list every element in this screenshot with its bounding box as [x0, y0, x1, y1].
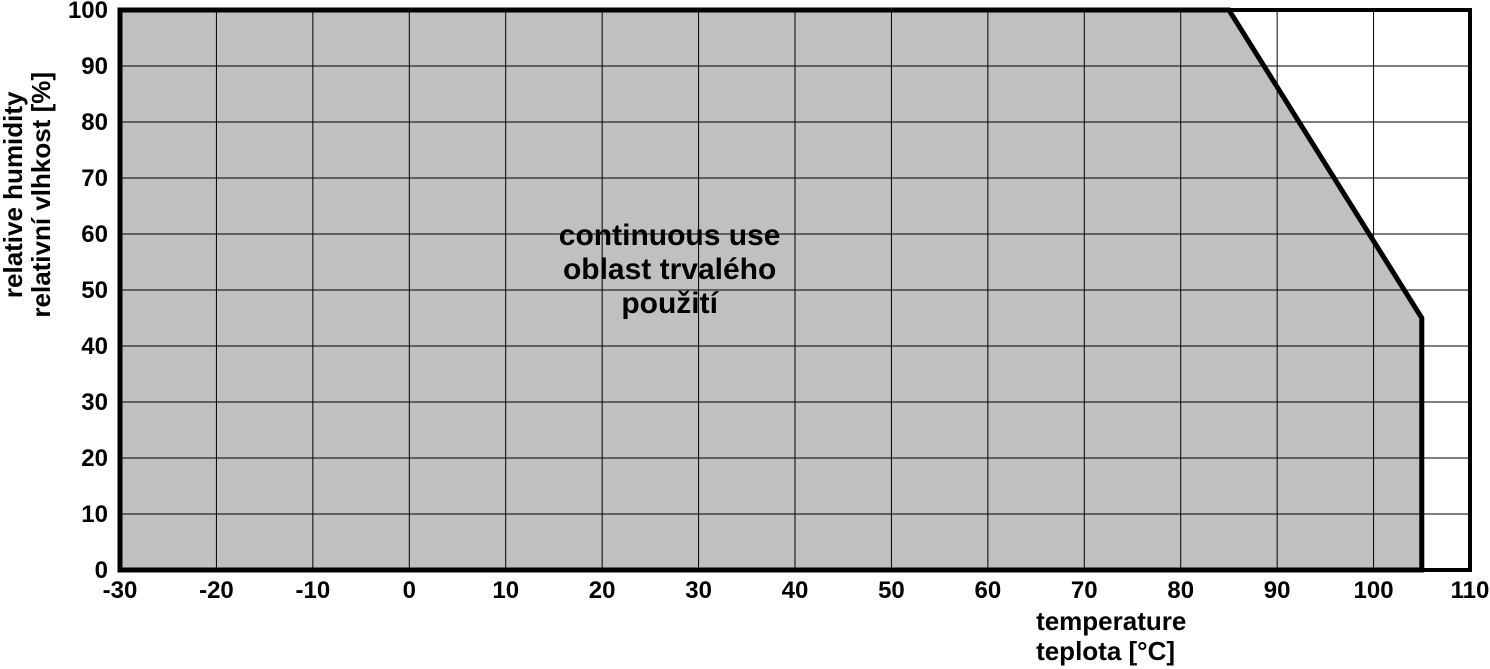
region-label-line3: použití [621, 287, 719, 320]
x-tick-label: 0 [403, 577, 416, 604]
region-label-line2: oblast trvalého [563, 253, 776, 286]
x-tick-label: 90 [1264, 577, 1291, 604]
y-tick-label: 40 [81, 333, 108, 360]
y-tick-label: 100 [68, 0, 108, 24]
y-tick-label: 50 [81, 277, 108, 304]
x-tick-label: -20 [199, 577, 234, 604]
x-tick-label: 110 [1451, 577, 1490, 604]
x-tick-label: 60 [975, 577, 1002, 604]
x-axis-title-line2: teplota [°C] [1036, 636, 1175, 666]
y-tick-label: 20 [81, 445, 108, 472]
y-tick-label: 60 [81, 221, 108, 248]
y-tick-label: 30 [81, 389, 108, 416]
chart-svg: -30-20-100102030405060708090100110010203… [0, 0, 1490, 669]
y-tick-label: 70 [81, 165, 108, 192]
x-tick-label: 30 [685, 577, 712, 604]
y-tick-label: 90 [81, 53, 108, 80]
y-axis-title-line1: relative humidity [0, 91, 28, 298]
chart-container: -30-20-100102030405060708090100110010203… [0, 0, 1490, 669]
x-tick-label: -10 [296, 577, 331, 604]
x-tick-label: 50 [878, 577, 905, 604]
y-axis-title-line2: relativní vlhkost [%] [26, 72, 56, 318]
x-tick-label: 20 [589, 577, 616, 604]
x-tick-label: 100 [1354, 577, 1394, 604]
x-tick-label: 80 [1167, 577, 1194, 604]
x-tick-label: 70 [1071, 577, 1098, 604]
y-tick-label: 10 [81, 501, 108, 528]
region-label-line1: continuous use [559, 219, 781, 252]
x-tick-label: 10 [492, 577, 519, 604]
x-axis-title-line1: temperature [1036, 606, 1186, 636]
y-tick-label: 80 [81, 109, 108, 136]
x-tick-label: 40 [782, 577, 809, 604]
y-tick-label: 0 [95, 557, 108, 584]
